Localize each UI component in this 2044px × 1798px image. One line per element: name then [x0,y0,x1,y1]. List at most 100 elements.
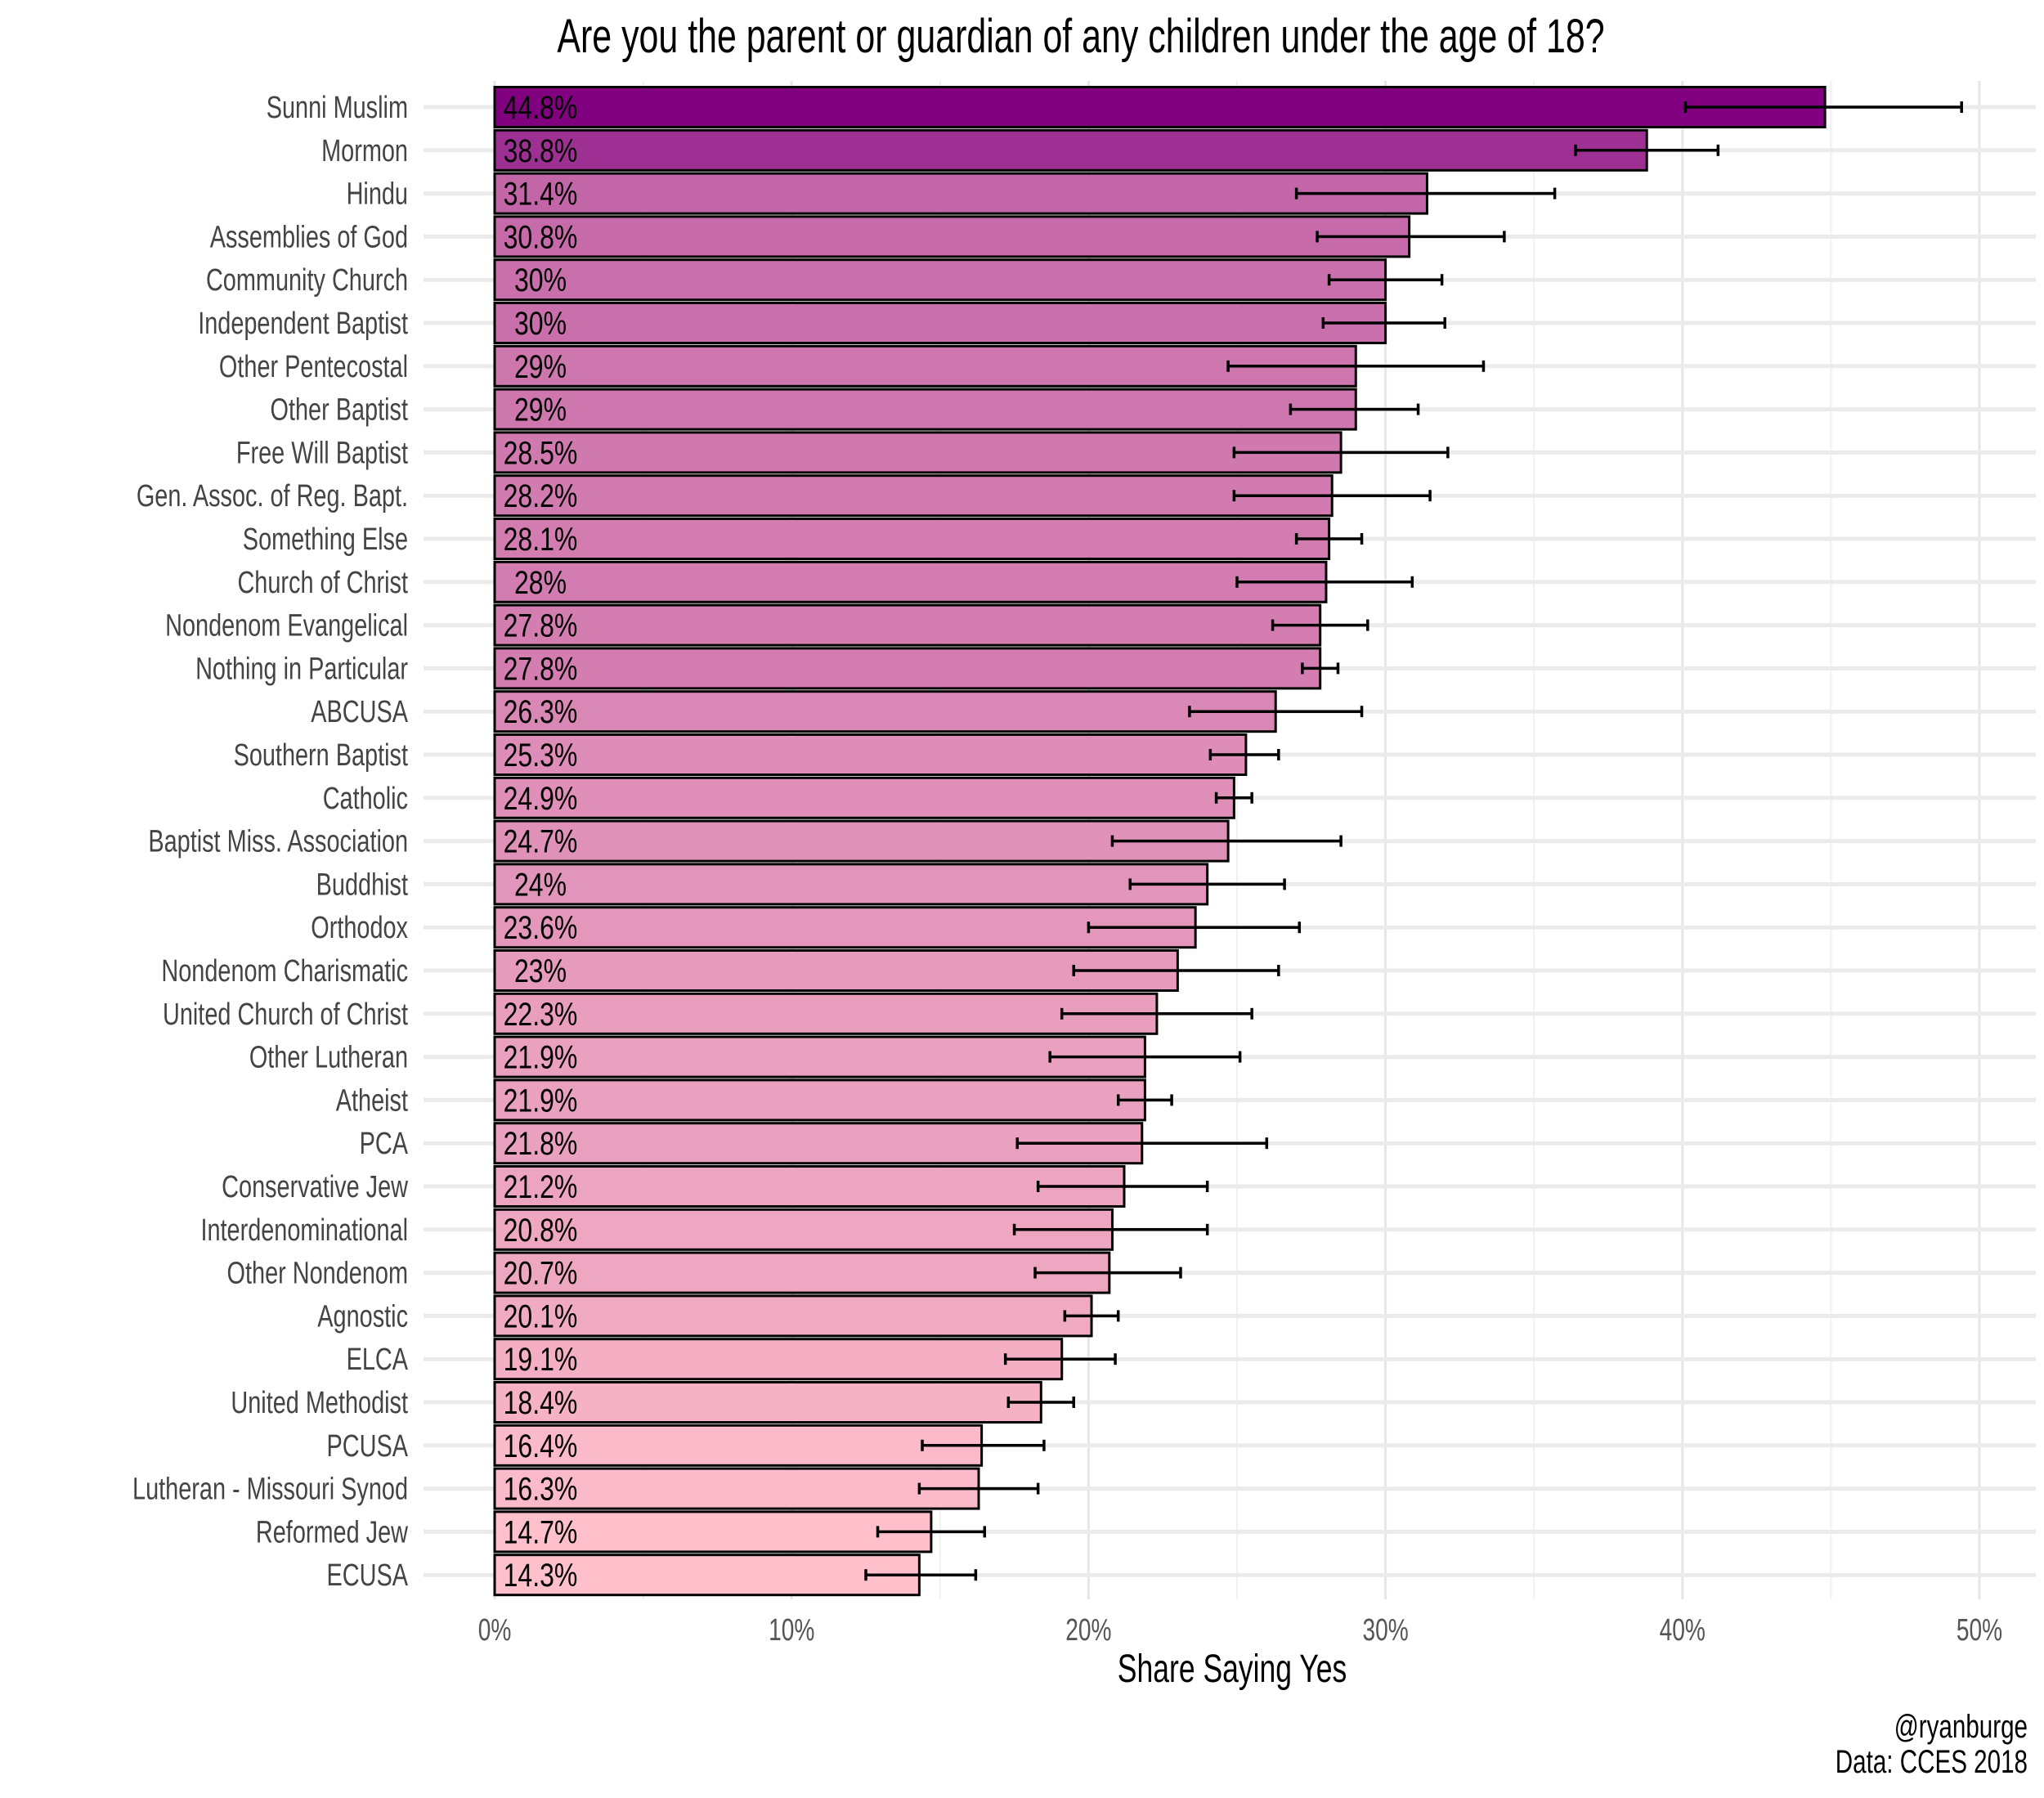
bar-value-label: 22.3% [504,995,578,1032]
bar-value-label: 18.4% [504,1384,578,1421]
y-axis-category-label: Baptist Miss. Association [148,824,408,859]
bar-value-label: 38.8% [504,132,578,168]
bar [493,86,1827,128]
bar [493,733,1248,776]
bar-value-label: 21.9% [504,1038,578,1075]
bar [493,603,1322,647]
bar [493,302,1387,344]
y-axis-category-label: Nondenom Charismatic [161,953,408,989]
bar-value-label: 16.4% [504,1427,578,1464]
y-axis-category-label: ELCA [347,1342,409,1377]
bar-value-label: 30.8% [504,218,578,255]
bar-value-label: 24% [514,866,567,903]
y-axis-category-label: Other Baptist [271,392,409,428]
y-axis-category-label: Buddhist [316,868,409,903]
bar [493,819,1230,863]
y-axis-category-label: ABCUSA [311,694,408,729]
bar [493,1554,921,1597]
bar [493,992,1159,1035]
bars [493,86,1827,1597]
bar-value-label: 24.7% [504,823,578,859]
x-axis-title: Share Saying Yes [1118,1647,1347,1690]
y-axis-category-label: Other Nondenom [227,1256,408,1291]
bar-value-label: 20.7% [504,1254,578,1291]
bar [493,1294,1093,1338]
y-axis-category-label: Mormon [321,133,408,168]
y-axis-category-label: Free Will Baptist [236,436,409,471]
bar [493,1078,1146,1122]
bar [493,388,1357,431]
bar [493,949,1179,992]
bar [493,863,1209,906]
x-axis-tick-label: 40% [1660,1613,1706,1648]
y-axis-category-label: Gen. Assoc. of Reg. Bapt. [137,478,408,513]
bar-value-label: 21.9% [504,1082,578,1119]
x-axis-tick-label: 50% [1957,1613,2002,1648]
y-axis-category-label: Sunni Muslim [267,90,408,125]
bar-value-label: 44.8% [504,89,578,126]
bar [493,690,1277,733]
y-axis-category-label: United Church of Christ [163,997,409,1032]
bar-value-label: 20.8% [504,1211,578,1248]
y-axis-category-label: Orthodox [311,910,408,945]
chart-title: Are you the parent or guardian of any ch… [557,10,1604,63]
error-bars [864,101,1963,1581]
bar-value-label: 24.9% [504,779,578,816]
y-axis-category-label: Hindu [347,177,408,212]
bar-value-label: 31.4% [504,175,578,212]
bar-value-label: 23% [514,953,567,989]
bar [493,215,1411,258]
bar-value-label: 29% [514,391,567,428]
y-axis-category-label: United Methodist [231,1385,408,1420]
y-axis-category-label: Interdenominational [200,1213,408,1248]
bar-value-label: 21.8% [504,1125,578,1162]
bar [493,1035,1146,1078]
y-axis-category-label: Other Lutheran [249,1040,408,1075]
caption-author: @ryanburge [1894,1709,2028,1745]
x-axis-tick-label: 20% [1065,1613,1111,1648]
y-axis-category-label: Nothing in Particular [195,652,408,687]
bar-value-label: 27.8% [504,607,578,643]
y-axis-category-label: Church of Christ [237,565,408,600]
bar [493,344,1357,388]
x-axis-tick-label: 30% [1362,1613,1408,1648]
bar-value-label: 30% [514,262,567,298]
bar-value-label: 26.3% [504,693,578,730]
bar [493,1251,1111,1294]
bar-value-label: 23.6% [504,909,578,946]
y-axis-category-label: Southern Baptist [234,738,409,773]
y-axis-category-label: Reformed Jew [256,1515,409,1550]
bar-value-label: 28.1% [504,521,578,558]
y-axis-category-label: Nondenom Evangelical [165,608,408,643]
bar [493,474,1334,518]
y-axis-category-label: Assemblies of God [210,220,408,255]
y-axis-category-label: Independent Baptist [198,306,408,341]
bar-value-label: 25.3% [504,737,578,773]
bar [493,1338,1064,1381]
bar [493,1467,980,1510]
bar-value-label: 14.3% [504,1557,578,1594]
bar [493,906,1197,949]
x-axis-tick-labels: 0% 10% 20% 30% 40% 50% [478,1613,2002,1648]
bar-value-label: 21.2% [504,1168,578,1205]
bar-value-label: 14.7% [504,1513,578,1550]
bar [493,431,1342,474]
y-axis-category-label: PCA [360,1126,409,1161]
y-axis-category-label: PCUSA [327,1428,409,1464]
bar-value-label: 29% [514,347,567,384]
bar [493,1165,1126,1208]
y-axis-category-label: Other Pentecostal [219,349,408,384]
y-axis-category-label: Conservative Jew [222,1169,408,1204]
bar [493,560,1328,603]
y-axis-category-label: Something Else [243,522,408,557]
value-labels: 44.8% 38.8% 31.4% 30.8% 30% 30% 29% 29% 28.5% 28.… [504,89,578,1594]
x-axis-tick-label: 10% [769,1613,814,1648]
bar [493,172,1428,215]
caption-source: Data: CCES 2018 [1836,1744,2028,1780]
bar-value-label: 28% [514,563,567,600]
y-axis-category-label: Lutheran - Missouri Synod [132,1472,408,1507]
bar-value-label: 19.1% [504,1341,578,1378]
bar [493,1424,984,1467]
bar-value-label: 16.3% [504,1470,578,1507]
y-axis-category-label: Community Church [206,262,408,298]
